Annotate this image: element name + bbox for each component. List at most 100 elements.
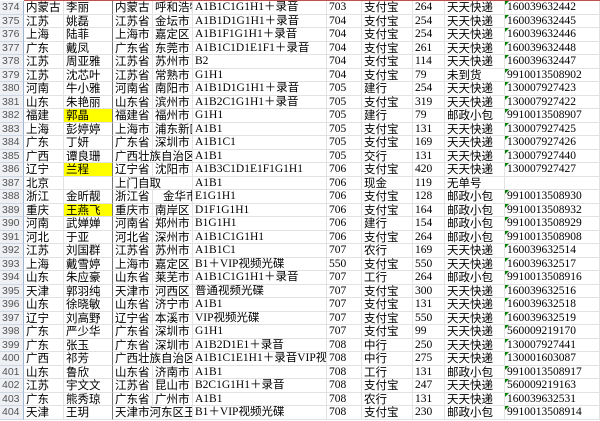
payment-cell[interactable]: 支付宝	[362, 190, 413, 204]
amount-cell[interactable]: 550	[413, 311, 445, 325]
payment-cell[interactable]: 建行	[362, 82, 413, 96]
product-cell[interactable]: B1＋VIP视频光碟	[193, 257, 327, 271]
province-cell[interactable]: 天津	[24, 406, 64, 420]
amount-cell[interactable]: 261	[413, 41, 445, 55]
city-cell[interactable]: 济宁市	[153, 298, 193, 312]
province-cell[interactable]: 广东	[24, 338, 64, 352]
city-cell[interactable]: 金坛市	[153, 14, 193, 28]
payment-cell[interactable]: 支付宝	[362, 203, 413, 217]
tracking-cell[interactable]: 9910013508930	[505, 190, 600, 204]
payment-cell[interactable]: 农行	[362, 244, 413, 258]
region-cell[interactable]: 福建省	[113, 109, 153, 123]
region-cell[interactable]: 内蒙古	[113, 1, 153, 15]
tracking-cell[interactable]: 130007927440	[505, 149, 600, 163]
code-cell[interactable]: 704	[327, 41, 362, 55]
city-cell[interactable]: 沈阳市	[153, 163, 193, 177]
name-cell[interactable]: 李丽	[64, 1, 113, 15]
product-cell[interactable]: A1B1D1G1H1＋录音	[193, 14, 327, 28]
payment-cell[interactable]: 支付宝	[362, 68, 413, 82]
code-cell[interactable]: 706	[327, 203, 362, 217]
province-cell[interactable]: 山东	[24, 365, 64, 379]
region-cell[interactable]: 江苏省	[113, 68, 153, 82]
tracking-cell[interactable]: 560009219170	[505, 325, 600, 339]
amount-cell[interactable]: 119	[413, 176, 445, 190]
payment-cell[interactable]: 支付宝	[362, 28, 413, 42]
province-cell[interactable]: 辽宁	[24, 163, 64, 177]
province-cell[interactable]: 江苏	[24, 244, 64, 258]
amount-cell[interactable]: 254	[413, 82, 445, 96]
tracking-cell[interactable]: 9910013508932	[505, 203, 600, 217]
payment-cell[interactable]: 交行	[362, 149, 413, 163]
city-cell[interactable]: 河西区	[153, 284, 193, 298]
payment-cell[interactable]: 支付宝	[362, 311, 413, 325]
product-cell[interactable]: A1B1	[193, 392, 327, 406]
shipping-cell[interactable]: 天天快递	[445, 95, 505, 109]
tracking-cell[interactable]: 160039632518	[505, 298, 600, 312]
region-cell[interactable]: 山东省	[113, 365, 153, 379]
shipping-cell[interactable]: 天天快递	[445, 28, 505, 42]
region-cell[interactable]: 广东省	[113, 338, 153, 352]
province-cell[interactable]: 广东	[24, 325, 64, 339]
city-cell[interactable]: 福州市	[153, 109, 193, 123]
name-cell[interactable]: 周亚雅	[64, 55, 113, 69]
tracking-cell[interactable]: 9910013508902	[505, 68, 600, 82]
product-cell[interactable]: B2C1G1H1＋录音	[193, 379, 327, 393]
city-cell[interactable]: 嘉定区	[153, 28, 193, 42]
name-cell[interactable]: 戴凤	[64, 41, 113, 55]
product-cell[interactable]: G1H1	[193, 68, 327, 82]
region-cell[interactable]: 广东省	[113, 325, 153, 339]
city-cell[interactable]: 深圳市	[153, 136, 193, 150]
tracking-cell[interactable]: 9910013508907	[505, 109, 600, 123]
code-cell[interactable]: 705	[327, 136, 362, 150]
tracking-cell[interactable]: 160039632516	[505, 284, 600, 298]
shipping-cell[interactable]: 天天快递	[445, 352, 505, 366]
code-cell[interactable]: 708	[327, 392, 362, 406]
province-cell[interactable]: 广东	[24, 136, 64, 150]
tracking-cell[interactable]: 130007927423	[505, 82, 600, 96]
code-cell[interactable]: 708	[327, 406, 362, 420]
region-cell[interactable]: 重庆市	[113, 203, 153, 217]
shipping-cell[interactable]: 天天快递	[445, 163, 505, 177]
payment-cell[interactable]: 支付宝	[362, 14, 413, 28]
amount-cell[interactable]: 247	[413, 379, 445, 393]
product-cell[interactable]: 普通视频光碟	[193, 284, 327, 298]
amount-cell[interactable]: 131	[413, 365, 445, 379]
product-cell[interactable]: A1B1D1G1H1＋录音	[193, 82, 327, 96]
name-cell[interactable]: 姚磊	[64, 14, 113, 28]
code-cell[interactable]: 705	[327, 109, 362, 123]
shipping-cell[interactable]: 天天快递	[445, 122, 505, 136]
amount-cell[interactable]: 319	[413, 95, 445, 109]
province-cell[interactable]: 山东	[24, 271, 64, 285]
payment-cell[interactable]: 工行	[362, 365, 413, 379]
tracking-cell[interactable]: 130007927422	[505, 95, 600, 109]
payment-cell[interactable]: 支付宝	[362, 298, 413, 312]
payment-cell[interactable]: 支付宝	[362, 163, 413, 177]
product-cell[interactable]: D1F1G1H1	[193, 203, 327, 217]
tracking-cell[interactable]: 9910013508916	[505, 271, 600, 285]
region-cell[interactable]: 山东省	[113, 271, 153, 285]
shipping-cell[interactable]: 天天快递	[445, 338, 505, 352]
region-cell[interactable]: 河南省	[113, 217, 153, 231]
payment-cell[interactable]: 工行	[362, 271, 413, 285]
province-cell[interactable]: 广西	[24, 149, 64, 163]
payment-cell[interactable]: 支付宝	[362, 41, 413, 55]
city-cell[interactable]: 深圳市	[153, 325, 193, 339]
region-cell[interactable]: 广西壮族自治区	[113, 149, 193, 163]
province-cell[interactable]: 广东	[24, 392, 64, 406]
region-cell[interactable]: 广东省	[113, 392, 153, 406]
product-cell[interactable]: E1G1H1	[193, 190, 327, 204]
city-cell[interactable]: 浦东新区	[153, 122, 193, 136]
shipping-cell[interactable]: 天天快递	[445, 379, 505, 393]
province-cell[interactable]: 北京	[24, 176, 64, 190]
city-cell[interactable]: 常熟市	[153, 68, 193, 82]
region-cell[interactable]: 辽宁省	[113, 311, 153, 325]
name-cell[interactable]: 兰程	[64, 163, 113, 177]
amount-cell[interactable]: 264	[413, 271, 445, 285]
city-cell[interactable]: 郑州市	[153, 217, 193, 231]
shipping-cell[interactable]: 天天快递	[445, 41, 505, 55]
tracking-cell[interactable]: 9910013508908	[505, 230, 600, 244]
province-cell[interactable]: 内蒙古	[24, 1, 64, 15]
city-cell[interactable]: 苏州市	[153, 55, 193, 69]
product-cell[interactable]: A1B1C1G1H1＋录音	[193, 271, 327, 285]
product-cell[interactable]: A1B3C1D1E1F1G1H1	[193, 163, 327, 177]
